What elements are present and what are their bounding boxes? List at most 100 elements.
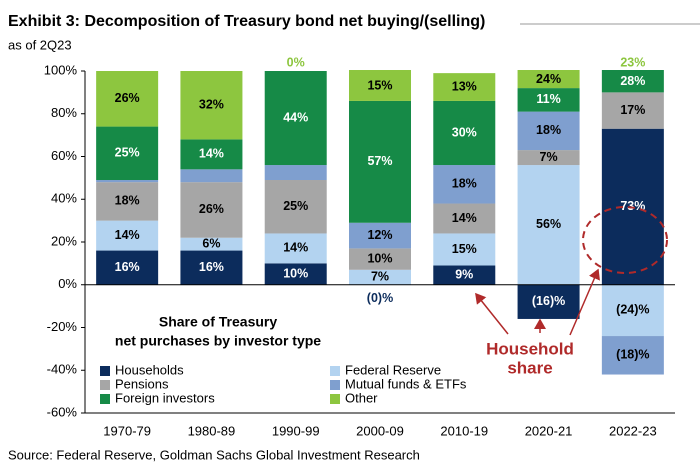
bar-segment bbox=[264, 233, 327, 264]
x-tick-label: 2020-21 bbox=[525, 423, 573, 438]
bar-segment bbox=[433, 73, 496, 101]
bars bbox=[96, 0, 664, 375]
legend-label: Pensions bbox=[115, 376, 169, 391]
note: Share of Treasury bbox=[159, 314, 277, 330]
bar-segment bbox=[96, 126, 159, 181]
bar-segment bbox=[517, 111, 580, 151]
data-label: 56% bbox=[536, 217, 561, 231]
data-label: 0% bbox=[287, 55, 305, 69]
legend-swatch bbox=[330, 366, 340, 376]
data-label: 23% bbox=[620, 55, 645, 69]
note: net purchases by investor type bbox=[115, 333, 321, 349]
bar-segment bbox=[601, 92, 664, 129]
bar-segment bbox=[349, 222, 411, 249]
data-label: 7% bbox=[540, 150, 558, 164]
bar-segment bbox=[433, 100, 496, 166]
bar-segment bbox=[349, 70, 411, 101]
data-label: 26% bbox=[115, 91, 140, 105]
data-label: 11% bbox=[536, 92, 560, 106]
y-tick-label: 20% bbox=[51, 233, 77, 248]
data-label: 44% bbox=[283, 110, 308, 124]
legend-swatch bbox=[330, 394, 340, 404]
data-label: 57% bbox=[367, 154, 392, 168]
data-label: 14% bbox=[452, 211, 477, 225]
bar-segment bbox=[96, 220, 159, 251]
x-tick-label: 2010-19 bbox=[440, 423, 488, 438]
callout: share bbox=[507, 358, 552, 377]
data-label: 28% bbox=[620, 74, 645, 88]
y-tick-label: -20% bbox=[47, 319, 78, 334]
data-label: 16% bbox=[199, 260, 224, 274]
data-label: (0)% bbox=[367, 291, 393, 305]
bar-segment bbox=[180, 71, 243, 140]
x-tick-label: 1990-99 bbox=[272, 423, 320, 438]
bar-segment bbox=[264, 180, 327, 234]
legend-swatch bbox=[100, 394, 110, 404]
bar-segment bbox=[433, 233, 496, 266]
data-label: 10% bbox=[367, 251, 392, 265]
x-tick-label: 1980-89 bbox=[188, 423, 236, 438]
highlight-ring bbox=[582, 206, 668, 274]
data-label: (24)% bbox=[616, 303, 649, 317]
bar-segment bbox=[180, 237, 243, 251]
data-label: 32% bbox=[199, 97, 224, 111]
bar-segment bbox=[349, 248, 411, 270]
data-label: 15% bbox=[452, 242, 477, 256]
source: Source: Federal Reserve, Goldman Sachs G… bbox=[8, 447, 420, 462]
y-tick-label: 80% bbox=[51, 105, 77, 120]
data-label: 24% bbox=[536, 72, 561, 86]
bar-segment bbox=[517, 88, 580, 112]
bar-segment bbox=[180, 169, 243, 183]
data-label: 18% bbox=[452, 177, 477, 191]
arrow bbox=[475, 292, 509, 335]
data-label: 30% bbox=[452, 125, 477, 139]
data-label: 7% bbox=[371, 270, 389, 284]
bar-segment bbox=[601, 284, 664, 337]
data-label: 25% bbox=[115, 146, 140, 160]
bar-segment bbox=[96, 250, 159, 285]
x-tick-label: 2022-23 bbox=[609, 423, 657, 438]
y-tick-label: -60% bbox=[47, 404, 78, 419]
bar-segment bbox=[180, 139, 243, 170]
bar-segment bbox=[433, 165, 496, 204]
data-label: 10% bbox=[283, 266, 308, 280]
callout: Household bbox=[486, 339, 574, 358]
data-label: (18)% bbox=[616, 348, 649, 362]
bar-segment bbox=[264, 71, 327, 166]
data-label: 14% bbox=[283, 241, 308, 255]
bar-segment bbox=[601, 336, 664, 375]
legend-label: Households bbox=[115, 362, 184, 377]
bar-segment bbox=[602, 0, 664, 33]
legend-swatch bbox=[100, 380, 110, 390]
x-tick-label: 1970-79 bbox=[103, 423, 151, 438]
data-label: 26% bbox=[199, 202, 224, 216]
data-label: 17% bbox=[620, 103, 645, 117]
bar-segment bbox=[517, 284, 580, 319]
legend-label: Mutual funds & ETFs bbox=[345, 376, 467, 391]
y-tick-label: -40% bbox=[47, 362, 78, 377]
chart-subtitle: as of 2Q23 bbox=[8, 37, 72, 52]
bar-segment bbox=[517, 165, 580, 285]
bar-segment bbox=[349, 100, 411, 223]
bar-segment bbox=[96, 71, 159, 127]
bar-segment bbox=[433, 203, 496, 234]
legend-label: Foreign investors bbox=[115, 390, 215, 405]
data-label: 14% bbox=[199, 147, 224, 161]
data-label: 9% bbox=[455, 267, 473, 281]
legend-swatch bbox=[330, 380, 340, 390]
bar-segment bbox=[180, 182, 243, 238]
data-label: 13% bbox=[452, 79, 477, 93]
arrow bbox=[569, 268, 600, 336]
data-label: 15% bbox=[367, 78, 392, 92]
data-label: 12% bbox=[367, 228, 392, 242]
y-tick-label: 60% bbox=[51, 148, 77, 163]
data-label: (16)% bbox=[532, 294, 565, 308]
bar-segment bbox=[517, 70, 580, 89]
data-label: 16% bbox=[115, 260, 140, 274]
data-label: 6% bbox=[202, 236, 220, 250]
bar-segment bbox=[96, 182, 159, 221]
data-label: 18% bbox=[115, 194, 140, 208]
data-label: 18% bbox=[536, 123, 561, 137]
legend-swatch bbox=[100, 366, 110, 376]
